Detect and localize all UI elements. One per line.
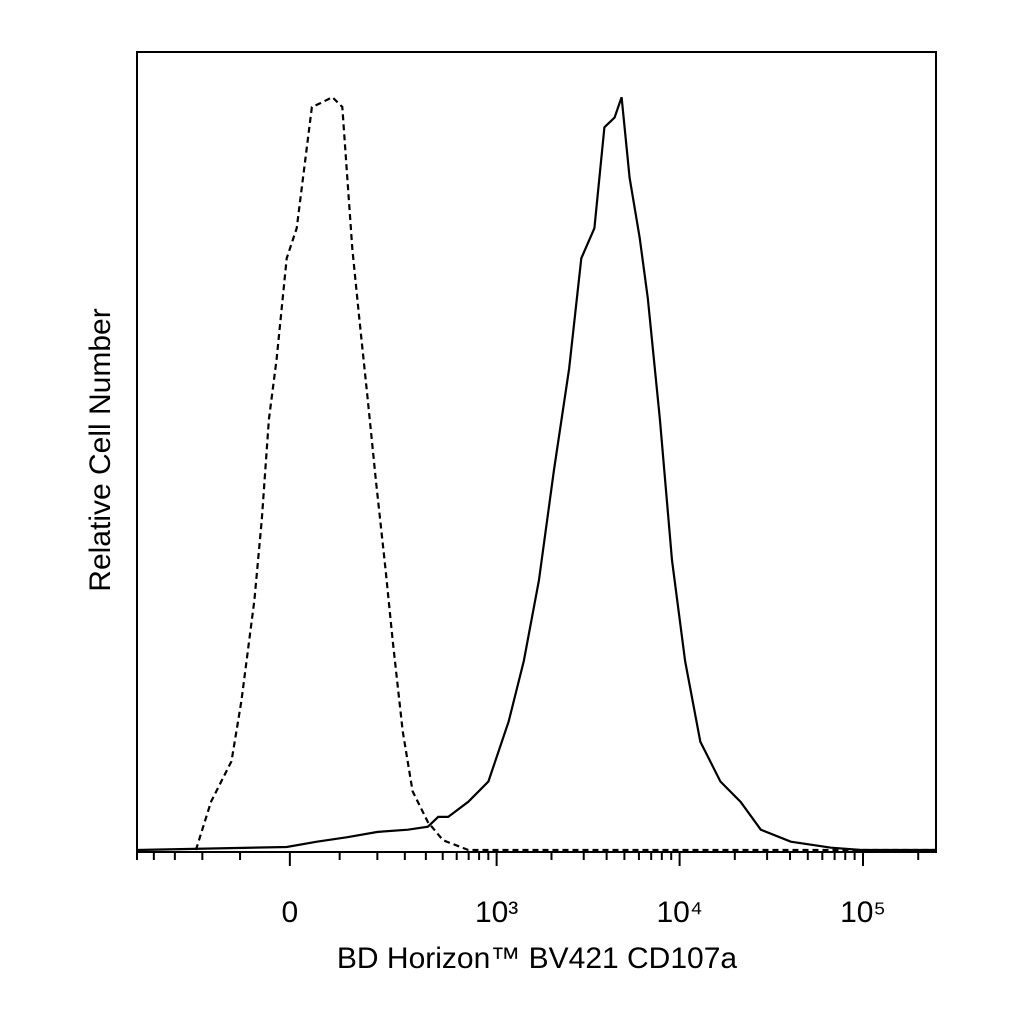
histogram-line xyxy=(136,96,936,852)
histogram-line xyxy=(194,95,936,852)
y-axis-label: Relative Cell Number xyxy=(84,308,117,591)
x-tick-label: 0 xyxy=(282,896,299,929)
x-axis-label: BD Horizon™ BV421 CD107a xyxy=(337,942,738,975)
x-tick-label: 10³ xyxy=(475,896,518,929)
plot-frame xyxy=(136,51,937,853)
x-tick-label: 10⁵ xyxy=(840,896,886,929)
x-tick-label: 10⁴ xyxy=(656,896,702,929)
